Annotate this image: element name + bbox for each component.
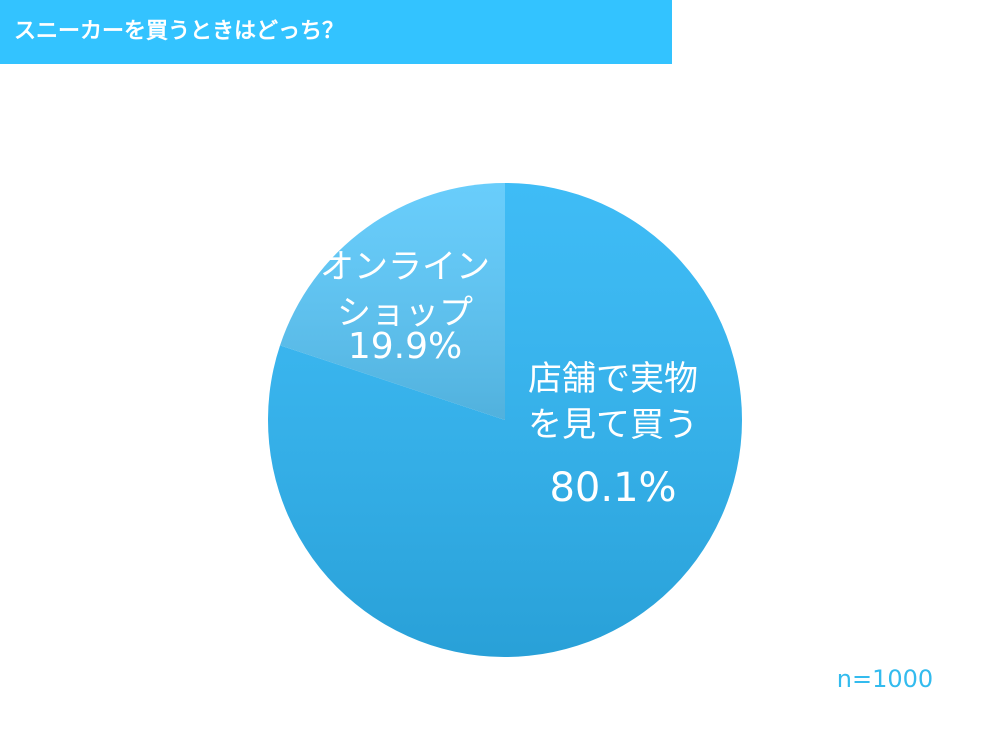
title-bar (0, 0, 672, 64)
sample-note: n=1000 (837, 665, 933, 693)
pie-shade (267, 183, 742, 658)
slice-label: 店舗で実物を見て買う (528, 359, 698, 445)
slice-value-label: 19.9% (348, 326, 462, 367)
chart-title: スニーカーを買うときはどっち？ (14, 19, 344, 44)
slice-label: オンラインショップ (320, 247, 490, 333)
pie-shade (280, 183, 505, 420)
slice-value-label: 80.1% (549, 465, 676, 511)
